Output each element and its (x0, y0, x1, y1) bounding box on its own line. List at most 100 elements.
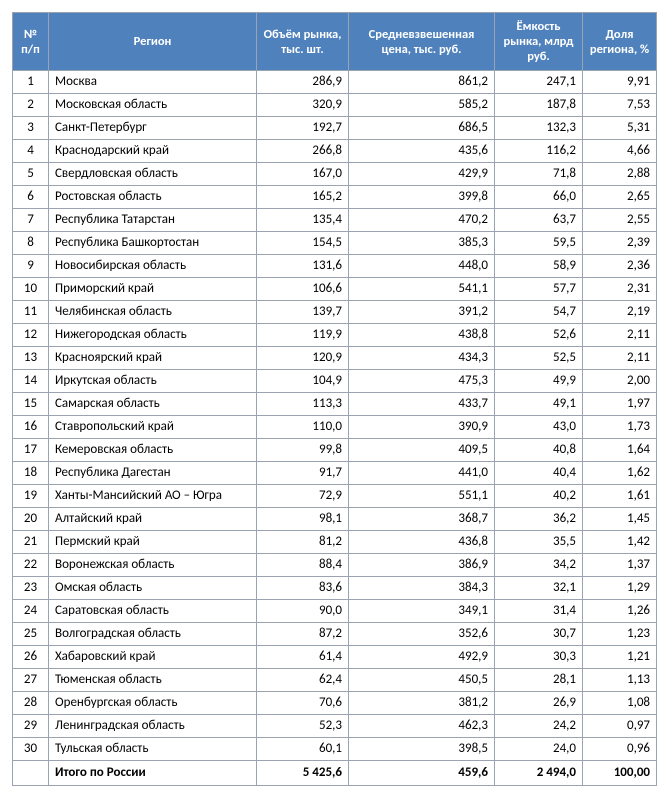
cell-vol: 167,0 (257, 163, 349, 186)
table-row: 5Свердловская область167,0429,971,82,88 (13, 163, 657, 186)
cell-n: 28 (13, 692, 49, 715)
cell-n: 5 (13, 163, 49, 186)
cell-cap: 54,7 (495, 301, 583, 324)
cell-share: 1,37 (583, 554, 657, 577)
total-n (13, 761, 49, 786)
total-share: 100,00 (583, 761, 657, 786)
cell-share: 2,88 (583, 163, 657, 186)
cell-vol: 154,5 (257, 232, 349, 255)
cell-region: Республика Дагестан (49, 462, 257, 485)
cell-n: 9 (13, 255, 49, 278)
cell-price: 391,2 (349, 301, 495, 324)
cell-share: 0,96 (583, 738, 657, 761)
cell-price: 450,5 (349, 669, 495, 692)
cell-vol: 90,0 (257, 600, 349, 623)
cell-vol: 192,7 (257, 117, 349, 140)
cell-vol: 61,4 (257, 646, 349, 669)
cell-region: Омская область (49, 577, 257, 600)
cell-vol: 83,6 (257, 577, 349, 600)
cell-n: 25 (13, 623, 49, 646)
cell-region: Санкт-Петербург (49, 117, 257, 140)
cell-n: 26 (13, 646, 49, 669)
cell-vol: 139,7 (257, 301, 349, 324)
table-row: 22Воронежская область88,4386,934,21,37 (13, 554, 657, 577)
cell-region: Москва (49, 71, 257, 94)
cell-vol: 52,3 (257, 715, 349, 738)
cell-cap: 24,0 (495, 738, 583, 761)
cell-region: Тюменская область (49, 669, 257, 692)
cell-cap: 116,2 (495, 140, 583, 163)
cell-vol: 135,4 (257, 209, 349, 232)
table-row: 27Тюменская область62,4450,528,11,13 (13, 669, 657, 692)
cell-region: Красноярский край (49, 347, 257, 370)
cell-vol: 72,9 (257, 485, 349, 508)
cell-region: Алтайский край (49, 508, 257, 531)
table-row: 14Иркутская область104,9475,349,92,00 (13, 370, 657, 393)
cell-share: 1,45 (583, 508, 657, 531)
total-region: Итого по России (49, 761, 257, 786)
cell-n: 29 (13, 715, 49, 738)
cell-price: 441,0 (349, 462, 495, 485)
cell-price: 686,5 (349, 117, 495, 140)
cell-vol: 110,0 (257, 416, 349, 439)
cell-vol: 120,9 (257, 347, 349, 370)
cell-price: 433,7 (349, 393, 495, 416)
cell-share: 2,11 (583, 324, 657, 347)
cell-region: Пермский край (49, 531, 257, 554)
cell-vol: 106,6 (257, 278, 349, 301)
cell-n: 1 (13, 71, 49, 94)
cell-cap: 35,5 (495, 531, 583, 554)
cell-region: Краснодарский край (49, 140, 257, 163)
cell-share: 2,00 (583, 370, 657, 393)
table-row: 15Самарская область113,3433,749,11,97 (13, 393, 657, 416)
cell-region: Республика Башкортостан (49, 232, 257, 255)
cell-region: Ленинградская область (49, 715, 257, 738)
table-row: 1Москва286,9861,2247,19,91 (13, 71, 657, 94)
total-price: 459,6 (349, 761, 495, 786)
cell-price: 352,6 (349, 623, 495, 646)
cell-cap: 30,7 (495, 623, 583, 646)
cell-n: 27 (13, 669, 49, 692)
cell-n: 12 (13, 324, 49, 347)
cell-cap: 63,7 (495, 209, 583, 232)
cell-price: 429,9 (349, 163, 495, 186)
cell-n: 21 (13, 531, 49, 554)
cell-share: 2,55 (583, 209, 657, 232)
cell-share: 1,62 (583, 462, 657, 485)
cell-region: Свердловская область (49, 163, 257, 186)
cell-n: 11 (13, 301, 49, 324)
cell-cap: 36,2 (495, 508, 583, 531)
table-row: 16Ставропольский край110,0390,943,01,73 (13, 416, 657, 439)
table-row: 20Алтайский край98,1368,736,21,45 (13, 508, 657, 531)
cell-region: Самарская область (49, 393, 257, 416)
cell-price: 384,3 (349, 577, 495, 600)
cell-cap: 40,2 (495, 485, 583, 508)
cell-share: 2,36 (583, 255, 657, 278)
cell-n: 24 (13, 600, 49, 623)
table-row: 28Оренбургская область70,6381,226,91,08 (13, 692, 657, 715)
cell-region: Саратовская область (49, 600, 257, 623)
cell-cap: 187,8 (495, 94, 583, 117)
cell-price: 435,6 (349, 140, 495, 163)
cell-cap: 247,1 (495, 71, 583, 94)
cell-cap: 32,1 (495, 577, 583, 600)
col-header-n: № п/п (13, 13, 49, 71)
table-row: 7Республика Татарстан135,4470,263,72,55 (13, 209, 657, 232)
cell-cap: 26,9 (495, 692, 583, 715)
cell-vol: 113,3 (257, 393, 349, 416)
cell-vol: 165,2 (257, 186, 349, 209)
cell-n: 15 (13, 393, 49, 416)
cell-region: Воронежская область (49, 554, 257, 577)
cell-vol: 88,4 (257, 554, 349, 577)
cell-cap: 71,8 (495, 163, 583, 186)
table-row: 9Новосибирская область131,6448,058,92,36 (13, 255, 657, 278)
cell-cap: 58,9 (495, 255, 583, 278)
cell-region: Иркутская область (49, 370, 257, 393)
cell-share: 2,39 (583, 232, 657, 255)
table-row: 3Санкт-Петербург192,7686,5132,35,31 (13, 117, 657, 140)
cell-vol: 60,1 (257, 738, 349, 761)
cell-n: 20 (13, 508, 49, 531)
cell-price: 385,3 (349, 232, 495, 255)
cell-vol: 286,9 (257, 71, 349, 94)
cell-n: 30 (13, 738, 49, 761)
